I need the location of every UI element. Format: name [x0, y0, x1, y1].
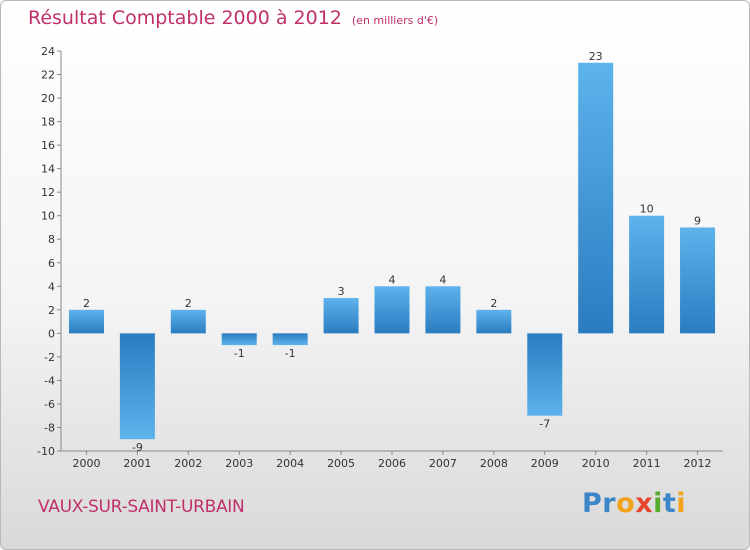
logo-letter: o: [616, 488, 636, 519]
bar-2012[interactable]: [680, 227, 716, 334]
y-tick-label: 10: [41, 210, 55, 223]
x-tick-label: 2002: [174, 457, 202, 470]
bar-2003[interactable]: [221, 333, 257, 346]
logo-letter: P: [582, 488, 603, 519]
bar-2008[interactable]: [476, 309, 512, 334]
data-label-2011: 10: [640, 203, 654, 216]
y-tick-label: 20: [41, 92, 55, 105]
x-tick-label: 2005: [327, 457, 355, 470]
x-tick-label: 2010: [582, 457, 610, 470]
x-tick-label: 2011: [633, 457, 661, 470]
y-tick-label: -6: [44, 398, 55, 411]
y-tick-label: 2: [48, 304, 55, 317]
x-tick-label: 2007: [429, 457, 457, 470]
labels: 2 -9 2 -1 -1 3 4 4 2 -7 23 10 9: [83, 50, 701, 454]
logo-letter: x: [635, 488, 654, 519]
x-tick-label: 2000: [72, 457, 100, 470]
bar-2011[interactable]: [629, 215, 665, 334]
x-tick-label: 2004: [276, 457, 304, 470]
y-tick-label: -10: [37, 445, 55, 458]
data-label-2002: 2: [185, 297, 192, 310]
data-label-2012: 9: [694, 214, 701, 227]
logo-letter: t: [662, 488, 677, 519]
x-tick-label: 2009: [531, 457, 559, 470]
y-tick-label: 14: [41, 163, 55, 176]
data-label-2007: 4: [439, 273, 446, 286]
proxiti-logo[interactable]: Proxiti: [582, 488, 686, 519]
commune-name: VAUX-SUR-SAINT-URBAIN: [38, 497, 245, 517]
data-label-2008: 2: [490, 297, 497, 310]
data-label-2004: -1: [285, 347, 296, 360]
bar-2010[interactable]: [578, 62, 614, 334]
bar-2009[interactable]: [527, 333, 563, 416]
bar-2004[interactable]: [272, 333, 308, 346]
data-label-2001: -9: [132, 441, 143, 454]
bar-2002[interactable]: [170, 309, 206, 334]
title-row: Résultat Comptable 2000 à 2012 (en millie…: [28, 7, 438, 29]
data-label-2005: 3: [338, 285, 345, 298]
y-tick-label: 8: [48, 233, 55, 246]
data-label-2000: 2: [83, 297, 90, 310]
y-tick-label: 22: [41, 69, 55, 82]
x-tick-label: 2012: [684, 457, 712, 470]
y-tick-label: 4: [48, 280, 55, 293]
chart-title: Résultat Comptable 2000 à 2012: [28, 7, 342, 29]
x-tick-label: 2008: [480, 457, 508, 470]
y-tick-label: 12: [41, 186, 55, 199]
y-tick-label: -2: [44, 351, 55, 364]
x-tick-label: 2006: [378, 457, 406, 470]
x-tick-label: 2003: [225, 457, 253, 470]
logo-letter: r: [602, 488, 617, 519]
y-tick-label: 16: [41, 139, 55, 152]
bar-2006[interactable]: [374, 286, 410, 334]
data-label-2009: -7: [539, 418, 550, 431]
bar-2007[interactable]: [425, 286, 461, 334]
data-label-2006: 4: [389, 273, 396, 286]
y-tick-label: 18: [41, 116, 55, 129]
y-tick-label: -8: [44, 421, 55, 434]
chart-subtitle: (en milliers d'€): [351, 14, 439, 27]
x-tick-label: 2001: [123, 457, 151, 470]
data-label-2010: 23: [589, 50, 603, 63]
bar-2000[interactable]: [68, 309, 104, 334]
logo-letter: i: [676, 488, 687, 519]
y-tick-label: -4: [44, 374, 55, 387]
bar-2005[interactable]: [323, 298, 359, 334]
data-label-2003: -1: [234, 347, 245, 360]
bar-2001[interactable]: [119, 333, 155, 440]
logo-letter: i: [653, 488, 663, 519]
y-tick-label: 6: [48, 257, 55, 270]
y-tick-label: 24: [41, 45, 55, 58]
bars: [68, 62, 716, 440]
y-tick-label: 0: [48, 327, 55, 340]
